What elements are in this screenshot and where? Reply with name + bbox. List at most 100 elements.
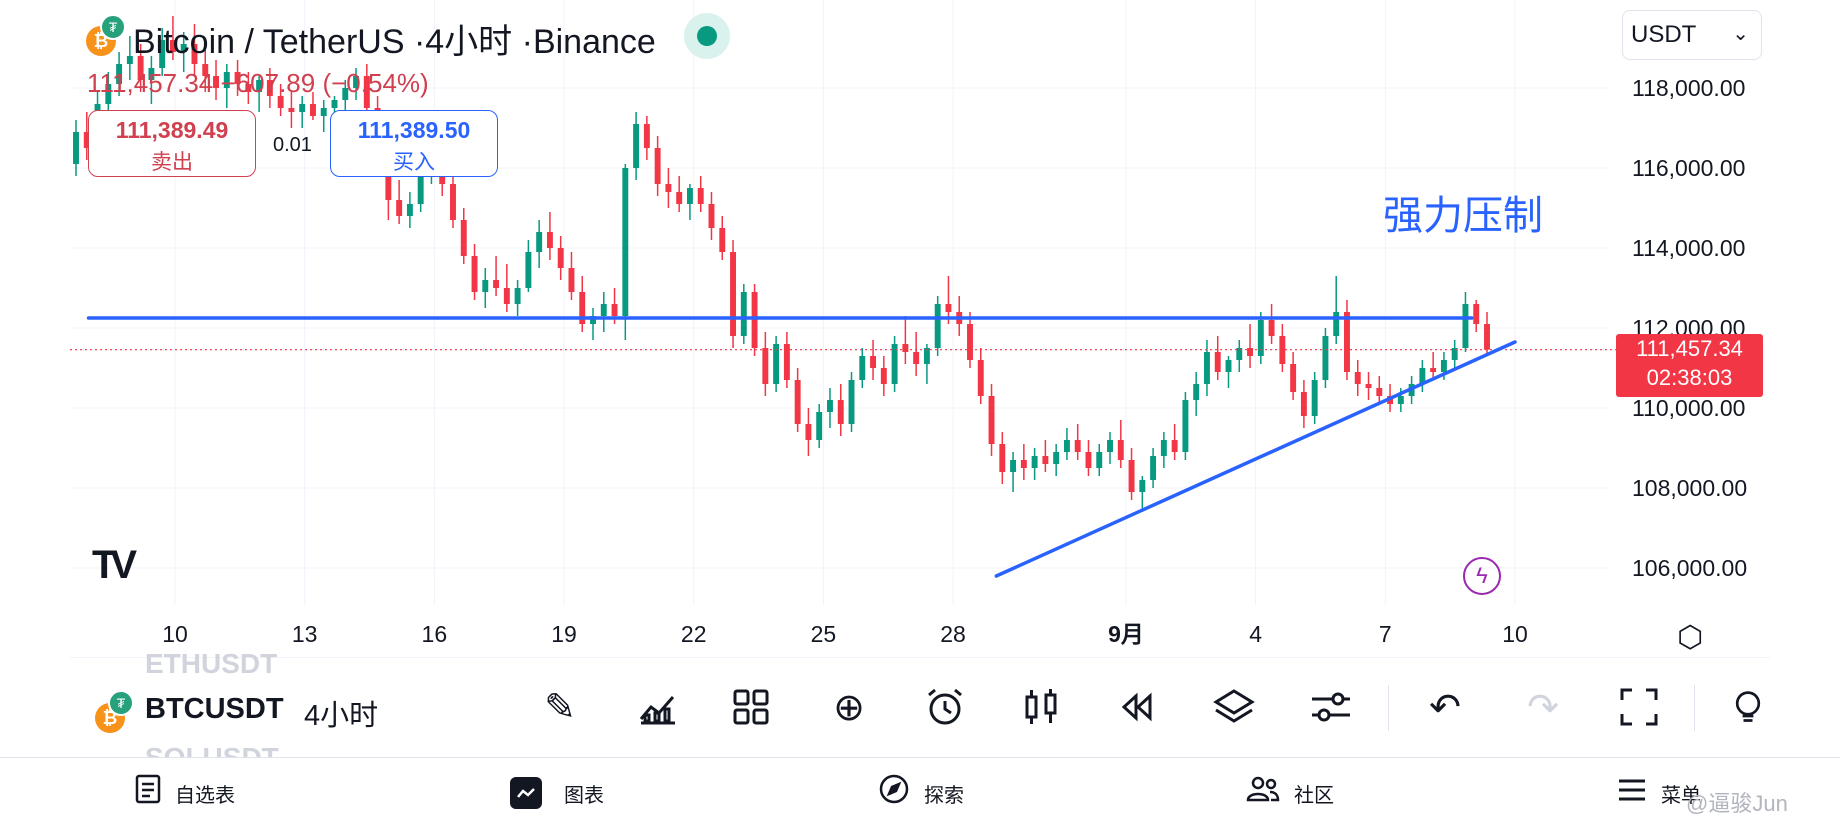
candle-body: [880, 368, 887, 384]
candle-body: [169, 40, 176, 52]
candle-body: [256, 80, 263, 92]
candle-body: [870, 356, 877, 368]
nav-menu[interactable]: 菜单: [1617, 775, 1701, 811]
last-price-tag: 111,457.34 02:38:03: [1616, 334, 1763, 397]
candle-body: [1462, 304, 1469, 348]
compass-icon: [878, 773, 910, 813]
nav-label: 探索: [924, 784, 964, 807]
y-tick-label: 108,000.00: [1632, 475, 1747, 501]
x-tick-label: 22: [681, 621, 707, 647]
undo-icon[interactable]: ↶: [1429, 686, 1461, 729]
chart-settings-icon[interactable]: ⬡: [1677, 621, 1704, 654]
candle-body: [213, 76, 219, 88]
currency-select[interactable]: USDT ⌄: [1622, 10, 1762, 60]
lightning-icon[interactable]: ϟ: [1463, 557, 1501, 595]
candle-body: [482, 280, 489, 292]
candle-body: [579, 292, 586, 324]
candle-body: [1376, 388, 1383, 396]
candle-body: [1473, 304, 1480, 324]
candle-body: [848, 380, 855, 424]
candle-body: [999, 444, 1006, 472]
candle-style-icon[interactable]: [1016, 682, 1066, 732]
candle-body: [783, 344, 790, 380]
candle-body: [1354, 372, 1361, 384]
candle-body: [1333, 312, 1340, 336]
candle-body: [105, 84, 112, 104]
watchlist-icon: [135, 774, 161, 812]
candle-body: [1397, 396, 1404, 404]
nav-watchlist[interactable]: 自选表: [135, 774, 235, 812]
settings-sliders-icon[interactable]: [1306, 682, 1356, 732]
candle-body: [277, 96, 284, 108]
candle-body: [1010, 460, 1017, 472]
candle-body: [1322, 336, 1329, 380]
candle-body: [773, 344, 780, 384]
price-change: −607.89: [220, 68, 316, 98]
nav-label: 社区: [1294, 784, 1334, 807]
candle-body: [686, 188, 693, 204]
candle-body: [299, 104, 306, 112]
candle-body: [1290, 364, 1297, 392]
draw-tool-icon[interactable]: ✎: [544, 686, 576, 729]
candle-body: [159, 40, 166, 68]
candle-body: [1419, 368, 1426, 384]
replay-icon[interactable]: [1112, 682, 1162, 732]
sell-price: 111,389.49: [115, 117, 229, 143]
prev-symbol-ghost: ETHUSDT: [145, 648, 278, 679]
indicators-icon[interactable]: [632, 682, 682, 732]
templates-icon[interactable]: [726, 682, 776, 732]
candle-body: [406, 204, 413, 216]
nav-label: 图表: [564, 784, 604, 807]
candle-body: [320, 108, 327, 116]
candle-body: [1484, 324, 1490, 350]
candle-body: [309, 104, 316, 116]
candle-body: [180, 44, 187, 52]
buy-button[interactable]: 111,389.50 买入: [330, 110, 498, 177]
candle-body: [1150, 456, 1157, 480]
price-tag-price: 111,457.34: [1636, 336, 1743, 361]
symbol-selector[interactable]: BTCUSDT: [145, 693, 284, 725]
chart-icon: [510, 777, 542, 809]
candle-body: [493, 280, 500, 288]
candle-body: [417, 168, 424, 204]
nav-community[interactable]: 社区: [1246, 775, 1334, 811]
nav-explore[interactable]: 探索: [878, 773, 964, 813]
symbol-title[interactable]: Bitcoin / TetherUS ·4小时 ·Binance: [133, 23, 656, 61]
candle-body: [1020, 460, 1027, 468]
price-chart[interactable]: 118,000.00116,000.00114,000.00112,000.00…: [0, 0, 1840, 650]
sell-button[interactable]: 111,389.49 卖出: [88, 110, 256, 177]
candle-body: [837, 400, 844, 424]
candle-body: [1300, 392, 1307, 416]
candle-body: [126, 56, 133, 64]
candle-body: [1063, 440, 1070, 452]
chevron-down-icon: ⌄: [1732, 23, 1749, 45]
toolbar-separator: [1694, 685, 1695, 731]
layers-icon[interactable]: [1209, 682, 1259, 732]
fullscreen-icon[interactable]: [1614, 682, 1664, 732]
candle-body: [1203, 352, 1210, 384]
y-tick-label: 114,000.00: [1632, 235, 1745, 261]
x-tick-label: 13: [292, 621, 318, 647]
market-status-dot[interactable]: [684, 13, 730, 59]
candle-body: [1257, 320, 1264, 356]
interval-selector[interactable]: 4小时: [304, 700, 379, 732]
tradingview-logo: TV: [92, 543, 137, 587]
candle-body: [1074, 440, 1081, 452]
idea-icon[interactable]: [1730, 682, 1766, 732]
candle-body: [977, 360, 984, 396]
redo-icon[interactable]: ↷: [1527, 686, 1559, 729]
candle-body: [148, 68, 155, 80]
currency-value: USDT: [1631, 21, 1697, 48]
nav-label: 菜单: [1661, 784, 1701, 807]
chart-annotation[interactable]: 强力压制: [1383, 194, 1543, 238]
y-tick-label: 116,000.00: [1632, 155, 1745, 181]
candle-body: [719, 228, 726, 252]
candle-body: [1365, 384, 1372, 388]
candle-body: [116, 64, 123, 84]
toolbar-tether-icon: ₮: [108, 690, 134, 716]
menu-icon: [1617, 776, 1647, 810]
add-icon[interactable]: ⊕: [833, 686, 865, 729]
alarm-icon[interactable]: [920, 682, 970, 732]
nav-chart[interactable]: 图表: [510, 775, 604, 811]
candle-body: [1236, 348, 1243, 360]
